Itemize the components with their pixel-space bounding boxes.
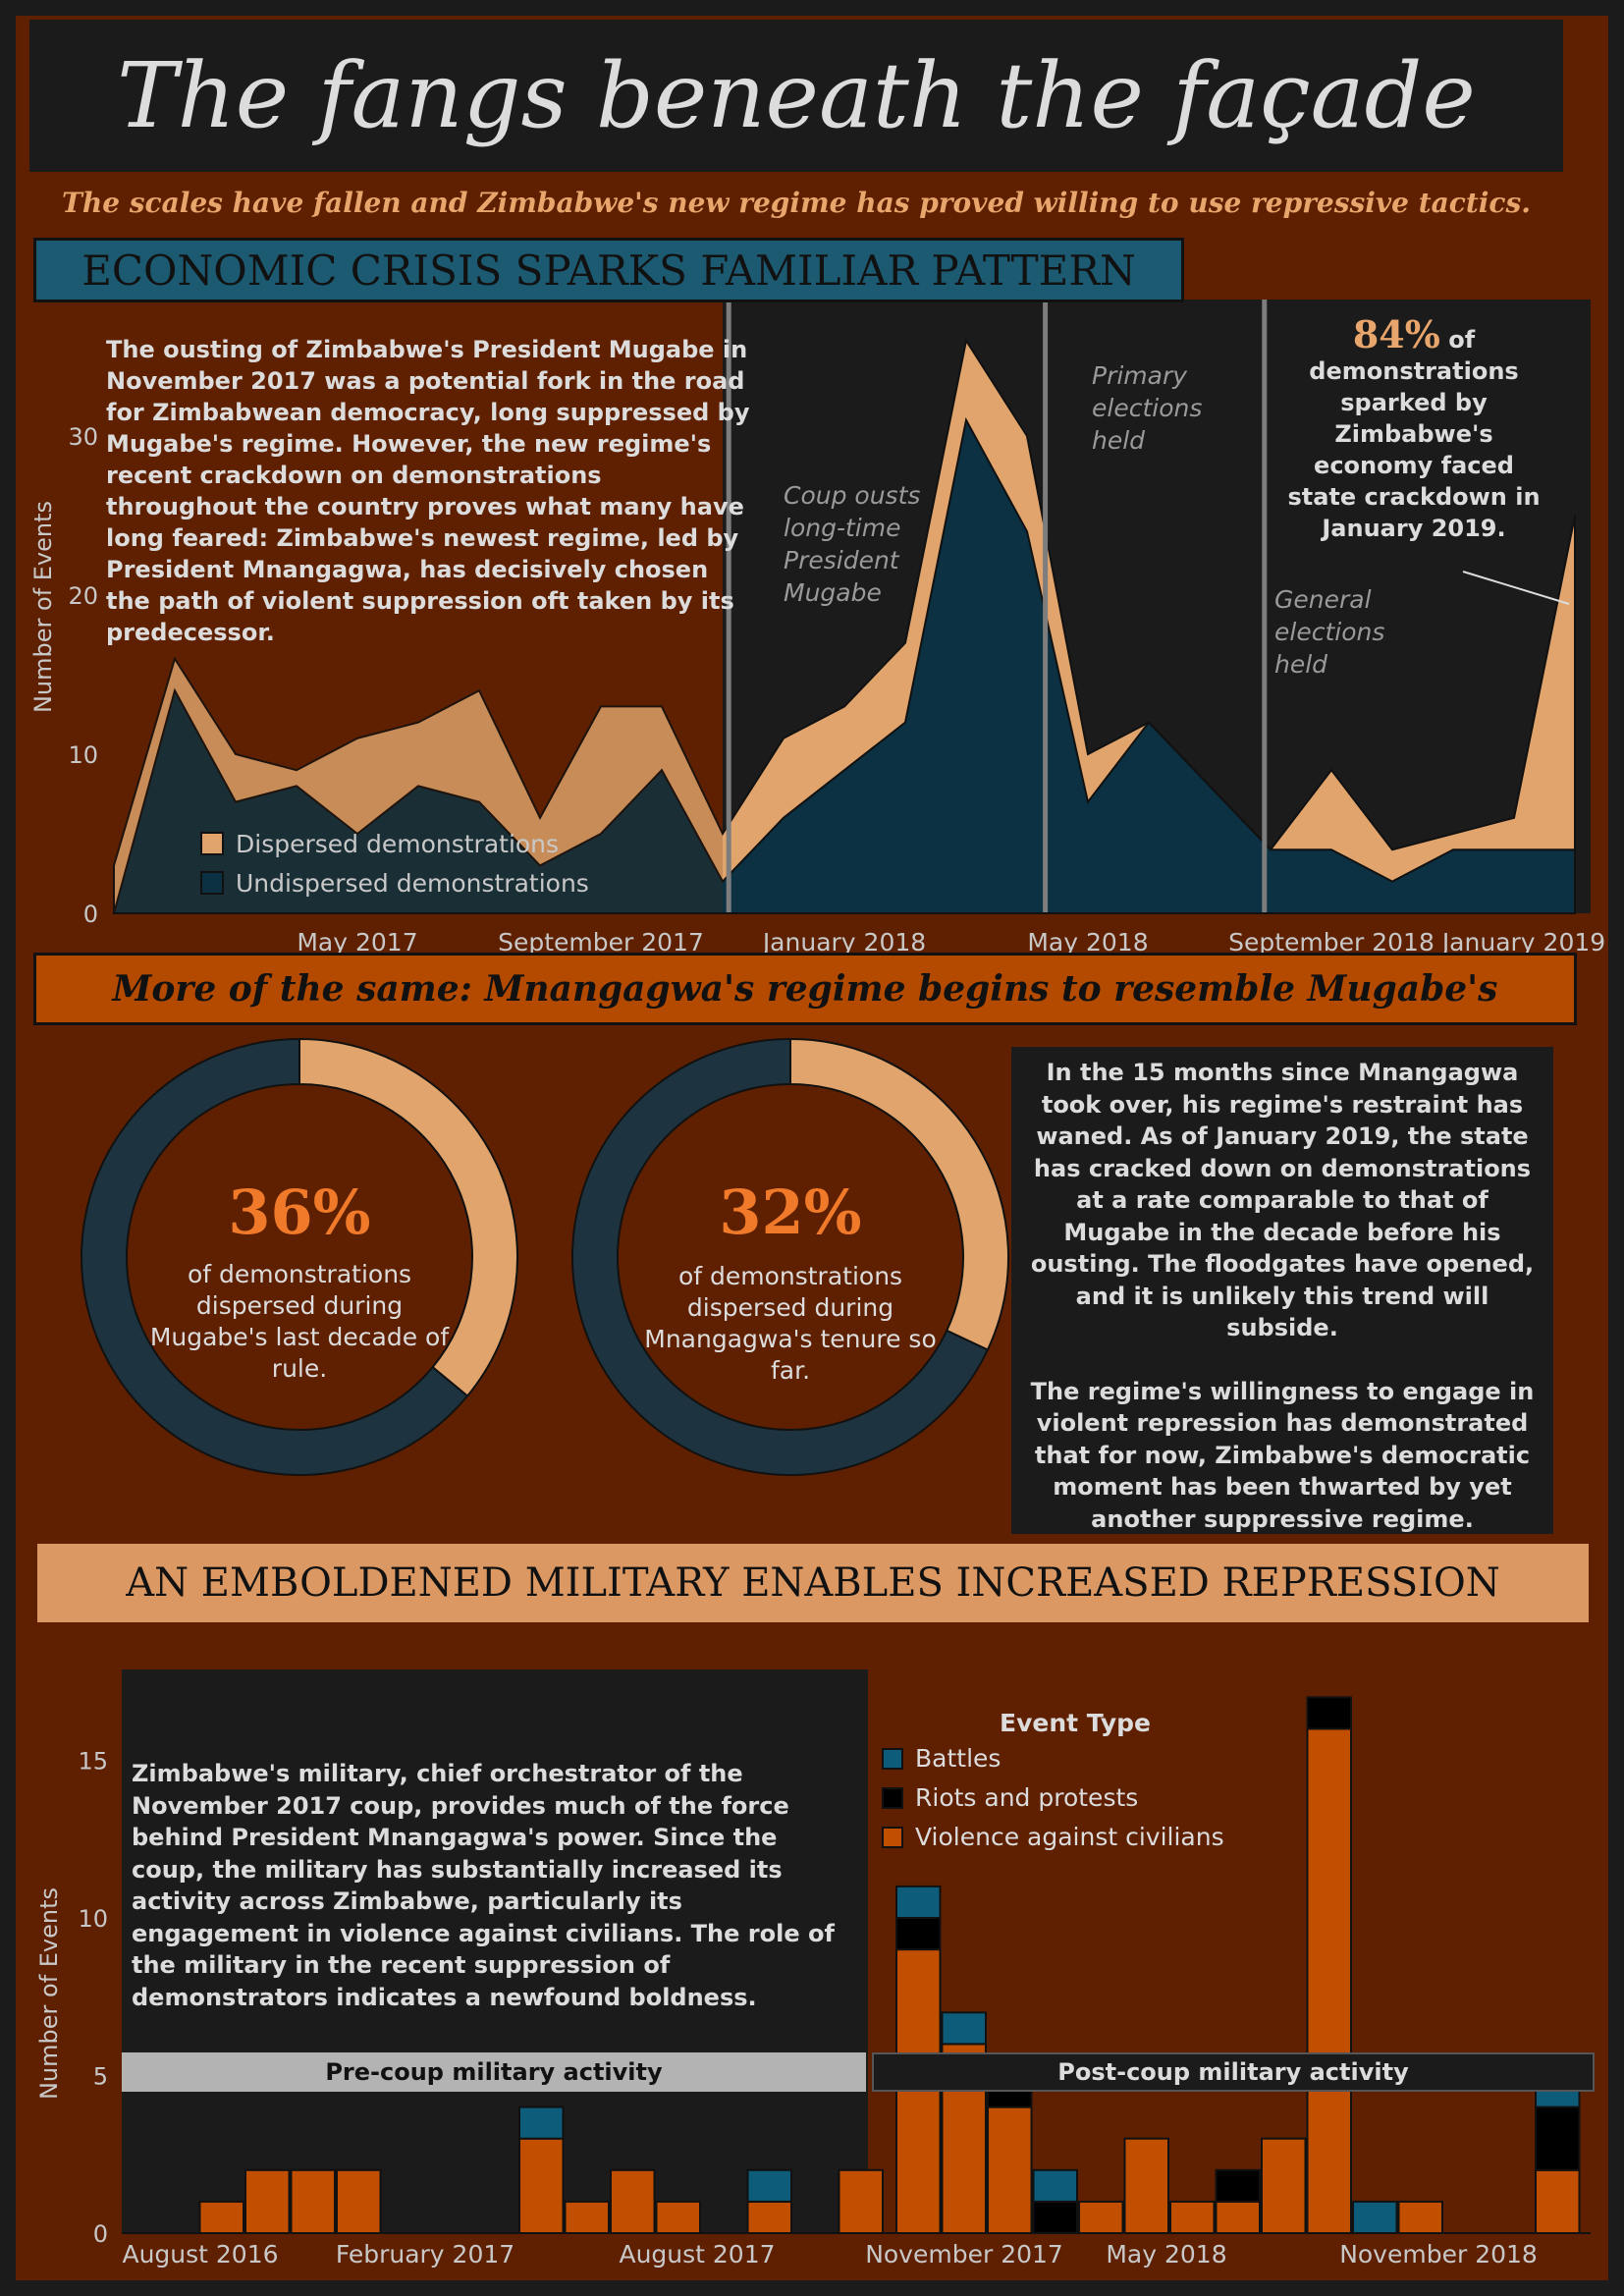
y-tick-label-30: 30 xyxy=(68,423,98,451)
donut2-caption: of demonstrations dispersed during Mnang… xyxy=(644,1262,937,1385)
section1-heading: ECONOMIC CRISIS SPARKS FAMILIAR PATTERN xyxy=(33,238,1184,302)
info-paragraph-1: In the 15 months since Mnangagwa took ov… xyxy=(1030,1059,1535,1341)
area-y-axis-label: Number of Events xyxy=(29,501,57,713)
legend-riots-label: Riots and protests xyxy=(915,1783,1139,1812)
donut1-undispersed-slice xyxy=(81,1037,469,1476)
bar-x-tick-0: August 2016 xyxy=(122,2240,278,2269)
legend-riots: Riots and protests xyxy=(882,1783,1138,1812)
callout-of: of xyxy=(1439,326,1476,354)
battles-swatch xyxy=(882,1747,903,1770)
pre-bar-Mar-2017-battles xyxy=(518,2105,565,2140)
post-bar-Jun-2018-riots xyxy=(1215,2168,1261,2203)
post-bar-Oct-2018-violence xyxy=(1397,2200,1443,2235)
violence-swatch xyxy=(882,1826,903,1848)
pre-bar-Sep-2016-violence xyxy=(244,2168,291,2234)
bar-x-tick-4: May 2018 xyxy=(1106,2240,1226,2269)
riots-swatch xyxy=(882,1786,903,1809)
post-bar-Jan-2019-riots xyxy=(1535,2105,1581,2171)
pre-bar-Oct-2017-violence xyxy=(838,2168,884,2234)
section2-info-box: In the 15 months since Mnangagwa took ov… xyxy=(1011,1047,1553,1534)
pre-bar-Aug-2017-battles xyxy=(746,2168,792,2203)
info-paragraph-2: The regime's willingness to engage in vi… xyxy=(1030,1377,1535,1533)
section1-intro-text: The ousting of Zimbabwe's President Muga… xyxy=(106,336,750,646)
post-bar-Aug-2018-violence xyxy=(1306,1727,1352,2234)
coup-annotation: Coup ousts long-time President Mugabe xyxy=(784,481,921,607)
bar-y-tick-0: 0 xyxy=(93,2220,108,2248)
post-bar-Sep-2018-battles xyxy=(1352,2200,1398,2235)
january-2019-callout: 84% of demonstrations sparked by Zimbabw… xyxy=(1276,316,1551,544)
section3-text: Zimbabwe's military, chief orchestrator … xyxy=(132,1760,835,2011)
pre-coup-pane-header: Pre-coup military activity xyxy=(122,2052,866,2092)
post-bar-Nov-2017-riots xyxy=(895,1917,942,1951)
legend-undispersed-label: Undispersed demonstrations xyxy=(236,869,589,898)
bar-x-tick-1: February 2017 xyxy=(336,2240,514,2269)
pre-bar-Aug-2016-violence xyxy=(198,2200,244,2235)
post-bar-Aug-2018-riots xyxy=(1306,1696,1352,1730)
x-tick-label-4: September 2018 xyxy=(1228,928,1435,957)
pre-bar-May-2017-violence xyxy=(610,2168,656,2234)
bar-y-tick-5: 5 xyxy=(93,2063,108,2091)
x-tick-label-3: May 2018 xyxy=(1027,928,1148,957)
post-bar-Dec-2017-battles xyxy=(941,2011,987,2046)
bar-legend-title: Event Type xyxy=(1000,1709,1152,1737)
general-elections-annotation: General elections held xyxy=(1274,585,1385,679)
legend-violence-label: Violence against civilians xyxy=(915,1823,1224,1851)
page-title: The fangs beneath the façade xyxy=(29,20,1563,172)
bar-x-tick-5: November 2018 xyxy=(1339,2240,1538,2269)
dispersed-demonstrations-area xyxy=(113,338,1576,914)
page-subtitle: The scales have fallen and Zimbabwe's ne… xyxy=(62,187,1531,219)
pre-bar-Jun-2017-violence xyxy=(655,2200,701,2235)
post-bar-Apr-2018-violence xyxy=(1123,2137,1169,2235)
legend-battles-label: Battles xyxy=(915,1744,1001,1773)
section3-heading: AN EMBOLDENED MILITARY ENABLES INCREASED… xyxy=(37,1544,1589,1622)
callout-pointer-line xyxy=(1462,571,1570,605)
callout-text: demonstrations sparked by Zimbabwe's eco… xyxy=(1287,357,1541,542)
pre-bar-Mar-2017-violence xyxy=(518,2137,565,2235)
post-bar-May-2018-violence xyxy=(1169,2200,1216,2235)
bar-y-tick-10: 10 xyxy=(78,1905,108,1933)
pre-bar-Apr-2017-violence xyxy=(564,2200,610,2235)
undispersed-demonstrations-area xyxy=(112,416,1576,914)
donut2-undispersed-slice xyxy=(571,1037,990,1476)
pre-bar-Nov-2016-violence xyxy=(336,2168,382,2234)
legend-dispersed-label: Dispersed demonstrations xyxy=(236,830,559,858)
bar-y-axis-label: Number of Events xyxy=(35,1887,63,2100)
x-tick-label-0: May 2017 xyxy=(297,928,417,957)
pre-coup-overlay xyxy=(114,300,723,913)
legend-battles: Battles xyxy=(882,1744,1001,1773)
donut2-percentage: 32% xyxy=(719,1176,862,1248)
demonstrations-area-chart: 0 10 20 30 Number of Events May 2017 September… xyxy=(29,300,1605,957)
dispersal-donut-charts xyxy=(81,1037,1009,1476)
pre-coup-pane-background xyxy=(122,1669,868,2233)
bar-x-tick-2: August 2017 xyxy=(619,2240,775,2269)
y-tick-label-10: 10 xyxy=(68,741,98,769)
post-bar-Jan-2019-violence xyxy=(1535,2168,1581,2234)
post-bar-Feb-2018-battles xyxy=(1032,2168,1078,2203)
y-tick-label-20: 20 xyxy=(68,582,98,610)
post-bar-Jan-2018-violence xyxy=(987,2105,1033,2234)
bar-y-tick-15: 15 xyxy=(78,1748,108,1776)
section2-heading: More of the same: Mnangagwa's regime beg… xyxy=(33,953,1577,1025)
x-tick-label-5: January 2019 xyxy=(1440,928,1605,957)
y-tick-label-0: 0 xyxy=(83,901,98,928)
bar-x-tick-3: November 2017 xyxy=(865,2240,1063,2269)
post-bar-Nov-2017-battles xyxy=(895,1885,942,1919)
x-tick-label-1: September 2017 xyxy=(498,928,704,957)
x-tick-label-2: January 2018 xyxy=(761,928,926,957)
primary-elections-annotation: Primary elections held xyxy=(1092,361,1203,455)
legend-violence: Violence against civilians xyxy=(882,1823,1224,1851)
legend-dispersed-swatch xyxy=(200,832,224,855)
post-bar-Jun-2018-violence xyxy=(1215,2200,1261,2235)
post-bar-Feb-2018-riots xyxy=(1032,2200,1078,2235)
post-coup-pane-header: Post-coup military activity xyxy=(872,2052,1595,2092)
callout-percentage: 84% xyxy=(1352,312,1440,356)
donut1-caption: of demonstrations dispersed during Mugab… xyxy=(149,1260,450,1383)
pre-bar-Aug-2017-violence xyxy=(746,2200,792,2235)
donut1-percentage: 36% xyxy=(228,1176,371,1248)
legend-undispersed-swatch xyxy=(200,871,224,895)
post-bar-Jul-2018-violence xyxy=(1261,2137,1307,2235)
post-bar-Mar-2018-violence xyxy=(1078,2200,1124,2235)
pre-bar-Oct-2016-violence xyxy=(290,2168,336,2234)
